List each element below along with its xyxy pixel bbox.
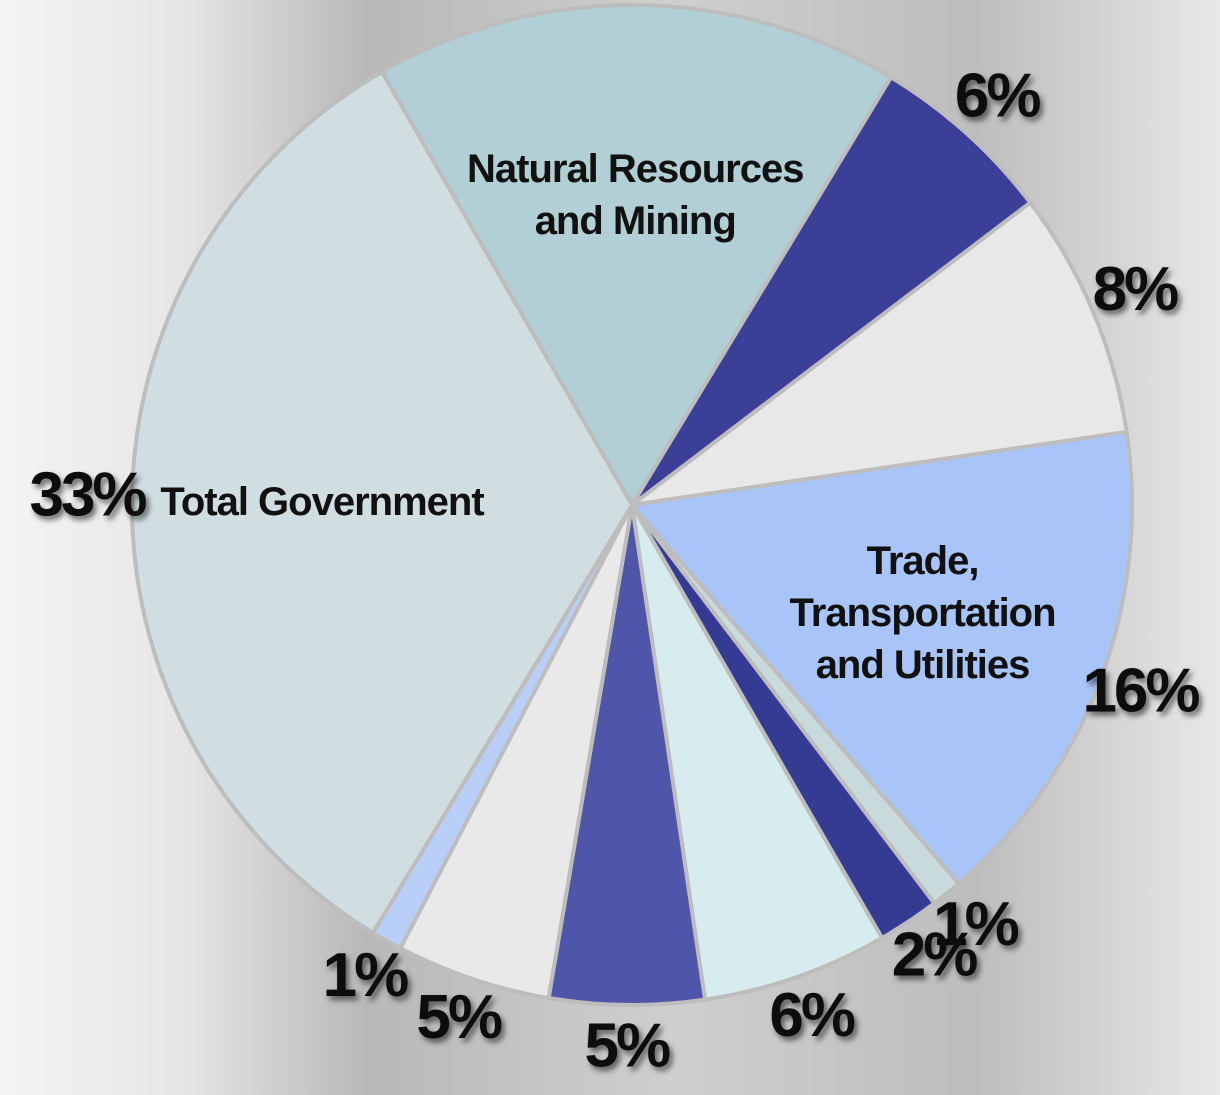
value-label: 6%	[769, 981, 854, 1050]
value-label: 2%	[892, 920, 977, 989]
value-labels: 6%8%16%1%2%6%5%5%1%33%	[29, 61, 1202, 1080]
category-label: Total Government	[160, 479, 484, 524]
value-label: 1%	[933, 890, 1018, 959]
category-label: Natural Resources and Mining	[466, 147, 804, 244]
value-label: 8%	[1093, 255, 1178, 324]
pie-slice	[546, 503, 708, 1007]
pie-slice	[630, 200, 1129, 507]
pie-slice	[630, 429, 1135, 886]
category-label: Trade, Transportation and Utilities	[789, 539, 1057, 688]
value-label: 1%	[323, 941, 408, 1010]
pie-slice	[398, 503, 634, 1000]
value-label: 16%	[1082, 656, 1199, 725]
pie-slice	[630, 75, 1033, 507]
pie-slice	[630, 503, 884, 1002]
value-label: 5%	[584, 1011, 669, 1080]
value-label: 33%	[29, 461, 146, 530]
pie	[130, 3, 1135, 1007]
pie-slice	[130, 69, 634, 935]
pie-slice	[380, 3, 894, 507]
value-label: 6%	[955, 61, 1040, 130]
value-label: 5%	[416, 983, 501, 1052]
